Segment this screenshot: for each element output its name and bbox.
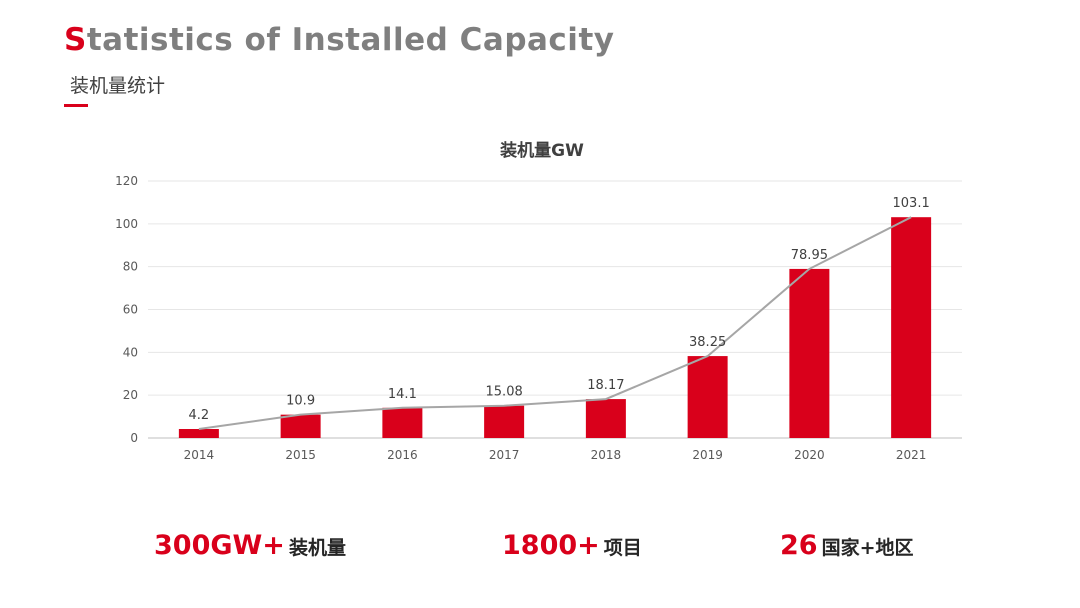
stat-capacity: 300GW+ 装机量	[154, 530, 346, 561]
bar-2020	[789, 268, 830, 438]
value-label-2017: 15.08	[486, 385, 523, 400]
title-initial: S	[64, 22, 87, 58]
value-label-2015: 10.9	[286, 394, 315, 409]
page-subtitle: 装机量统计	[70, 75, 166, 97]
x-tick-label-2018: 2018	[591, 448, 622, 462]
y-tick-label: 120	[115, 174, 138, 188]
y-tick-label: 100	[115, 217, 138, 231]
bar-2014	[178, 429, 219, 438]
value-label-2020: 78.95	[791, 248, 828, 263]
x-tick-label-2016: 2016	[387, 448, 418, 462]
value-label-2021: 103.1	[893, 196, 930, 211]
bar-2017	[484, 405, 525, 438]
y-tick-label: 20	[123, 388, 138, 402]
bar-2015	[280, 414, 321, 438]
stat-countries-label: 国家+地区	[821, 537, 914, 559]
stat-capacity-number: 300GW+	[154, 530, 285, 561]
x-tick-label-2020: 2020	[794, 448, 825, 462]
stat-countries: 26 国家+地区	[780, 530, 914, 561]
y-tick-label: 80	[123, 260, 138, 274]
value-label-2016: 14.1	[388, 387, 417, 402]
bar-2018	[585, 399, 626, 438]
value-label-2019: 38.25	[689, 335, 726, 350]
stat-projects: 1800+ 项目	[502, 530, 642, 561]
x-tick-label-2017: 2017	[489, 448, 520, 462]
x-tick-label-2014: 2014	[184, 448, 215, 462]
accent-bar	[64, 104, 88, 107]
stat-countries-number: 26	[780, 530, 818, 561]
page-title: Statistics of Installed Capacity	[64, 22, 614, 58]
bar-2021	[891, 217, 932, 438]
x-tick-label-2019: 2019	[692, 448, 723, 462]
title-rest: tatistics of Installed Capacity	[86, 22, 615, 58]
y-tick-label: 0	[130, 431, 138, 445]
x-tick-label-2021: 2021	[896, 448, 927, 462]
y-tick-label: 60	[123, 303, 138, 317]
stat-projects-number: 1800+	[502, 530, 600, 561]
value-label-2018: 18.17	[587, 378, 624, 393]
capacity-chart: 装机量GW 0 20 40 60 80 100 120 4.2 10.9 14.1 15.08 18…	[115, 140, 962, 462]
value-label-2014: 4.2	[189, 408, 210, 423]
bar-2016	[382, 407, 423, 438]
stat-capacity-label: 装机量	[288, 537, 346, 559]
x-tick-label-2015: 2015	[285, 448, 316, 462]
trend-line	[198, 216, 912, 430]
stat-projects-label: 项目	[603, 537, 642, 559]
y-tick-label: 40	[123, 345, 138, 359]
chart-title: 装机量GW	[499, 140, 584, 161]
bar-2019	[687, 356, 728, 438]
